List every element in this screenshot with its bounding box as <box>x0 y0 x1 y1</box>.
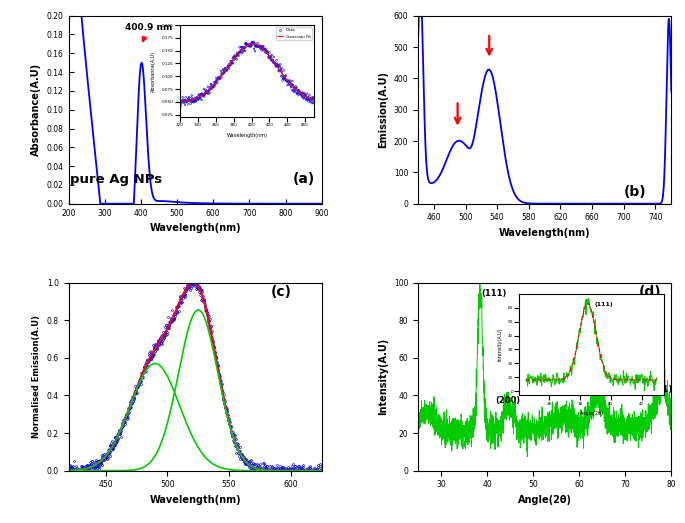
Y-axis label: Intensity(A.U): Intensity(A.U) <box>378 338 388 415</box>
X-axis label: Wavelength(nm): Wavelength(nm) <box>149 495 241 505</box>
Text: (b): (b) <box>624 185 647 199</box>
Text: (d): (d) <box>639 285 662 299</box>
Text: (200): (200) <box>495 396 521 405</box>
Text: 400.9 nm: 400.9 nm <box>125 23 172 41</box>
Y-axis label: Normalised Emission(A.U): Normalised Emission(A.U) <box>32 315 41 438</box>
Y-axis label: Emission(A.U): Emission(A.U) <box>378 71 388 148</box>
Text: (a): (a) <box>292 172 315 186</box>
Text: (111): (111) <box>482 289 507 298</box>
X-axis label: Angle(2θ): Angle(2θ) <box>518 495 572 505</box>
X-axis label: Wavelength(nm): Wavelength(nm) <box>149 223 241 233</box>
X-axis label: Wavelength(nm): Wavelength(nm) <box>499 228 590 238</box>
Y-axis label: Absorbance(A.U): Absorbance(A.U) <box>31 63 41 156</box>
Text: (311): (311) <box>647 385 673 394</box>
Text: pure Ag NPs: pure Ag NPs <box>70 173 162 186</box>
Text: (220): (220) <box>585 386 610 395</box>
Text: (c): (c) <box>271 285 292 299</box>
